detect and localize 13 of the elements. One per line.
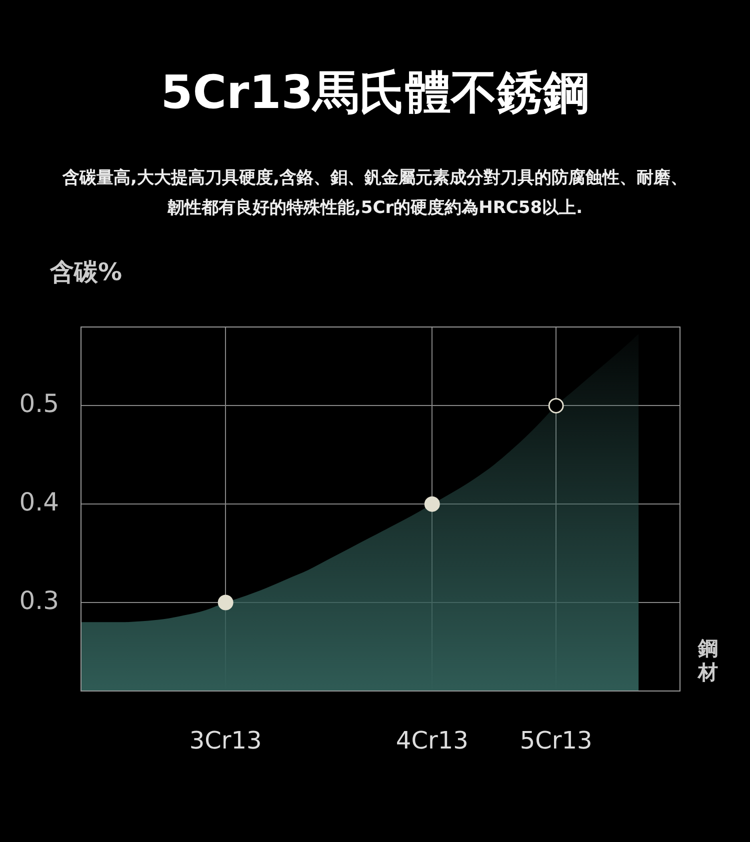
y-axis-title: 含碳% <box>50 257 122 288</box>
x-tick-label: 5Cr13 <box>520 726 592 755</box>
chart-title: 5Cr13馬氏體不銹鋼 <box>160 64 590 121</box>
y-tick-label: 0.5 <box>19 389 59 418</box>
point <box>218 594 234 610</box>
point <box>424 496 440 512</box>
x-tick-label: 4Cr13 <box>396 726 468 755</box>
x-tick-label: 3Cr13 <box>189 726 262 755</box>
y-tick-label: 0.3 <box>19 586 59 615</box>
point <box>548 398 564 414</box>
y-tick-label: 0.4 <box>19 488 59 517</box>
chart-subtitle: 含碳量高,大大提高刀具硬度,含鉻、鉬、釩金屬元素成分對刀具的防腐蝕性、耐磨、韌性都有良好的特殊性能,5Cr的硬度約為HRC58以上. <box>61 167 688 220</box>
x-axis-title: 鋼材 <box>696 636 719 684</box>
